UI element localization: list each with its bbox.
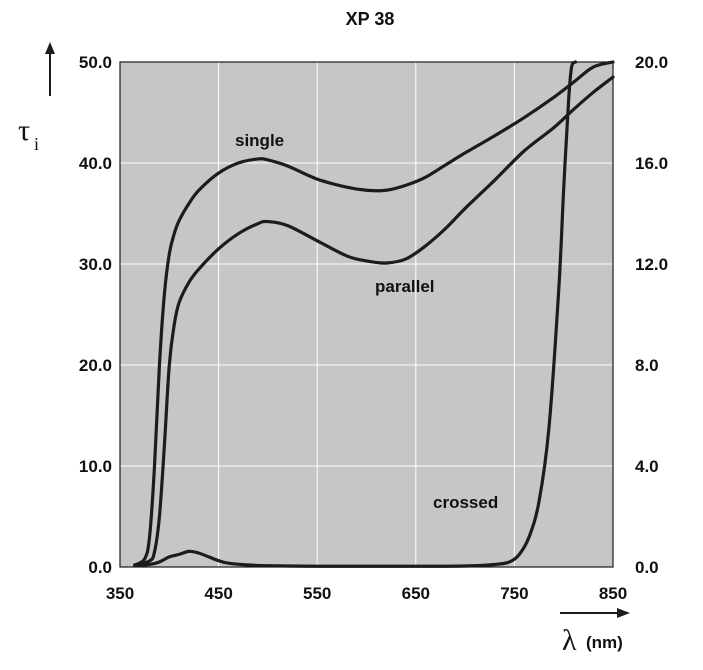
series-line-crossed [133,60,578,568]
curve-label-single: single [235,131,284,150]
x-axis-title: λ (nm) [560,608,630,657]
y-tick-label: 40.0 [79,154,112,173]
y-tick-label: 0.0 [88,558,112,577]
curve-label-crossed: crossed [433,493,498,512]
x-axis-ticks: 350 450 550 650 750 850 [106,584,627,603]
x-tick-label: 350 [106,584,134,603]
curve-labels: single parallel crossed [235,131,498,512]
chart-title: XP 38 [346,9,395,29]
y2-tick-label: 12.0 [635,255,668,274]
y-axis-title: τ i [18,42,55,154]
series-line-single [133,60,615,567]
y2-tick-label: 0.0 [635,558,659,577]
y-axis-arrow-head [45,42,55,54]
y-axis-label-subscript: i [34,134,39,154]
y-tick-label: 10.0 [79,457,112,476]
y-tick-label: 50.0 [79,53,112,72]
plot-area [119,60,615,568]
y-tick-label: 20.0 [79,356,112,375]
y2-tick-label: 8.0 [635,356,659,375]
y-tick-label: 30.0 [79,255,112,274]
y2-tick-label: 4.0 [635,457,659,476]
series-group [133,60,615,568]
x-tick-label: 550 [303,584,331,603]
series-line-parallel [133,75,615,567]
x-axis-label: λ [562,624,577,657]
x-tick-label: 650 [402,584,430,603]
y2-tick-label: 16.0 [635,154,668,173]
y-axis-ticks: 0.0 10.0 20.0 30.0 40.0 50.0 [79,53,112,577]
y-axis-label: τ [18,114,30,147]
x-tick-label: 450 [204,584,232,603]
x-tick-label: 750 [500,584,528,603]
x-tick-label: 850 [599,584,627,603]
curve-label-parallel: parallel [375,277,435,296]
plot-frame [119,61,614,568]
y2-axis-ticks: 0.0 4.0 8.0 12.0 16.0 20.0 [635,53,668,577]
x-axis-unit: (nm) [586,633,623,652]
x-axis-arrow-head [617,608,630,618]
y2-tick-label: 20.0 [635,53,668,72]
